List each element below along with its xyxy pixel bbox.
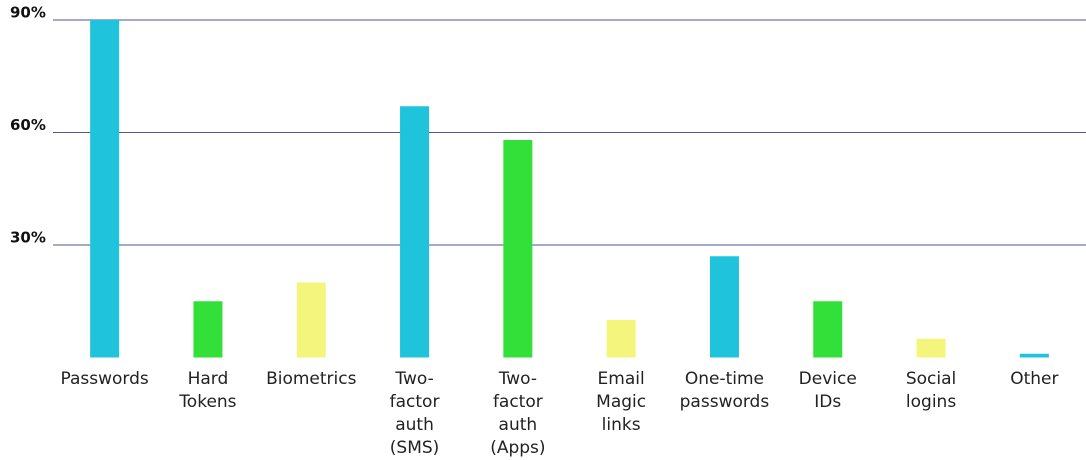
y-tick-label: 30%: [10, 229, 46, 247]
bar: [90, 20, 120, 358]
bar: [709, 256, 739, 358]
y-tick-label: 60%: [10, 116, 46, 134]
x-tick-label: Passwords: [60, 369, 149, 389]
x-tick-label: Social logins: [905, 369, 957, 412]
y-tick-label: 90%: [10, 4, 46, 22]
bar: [296, 282, 326, 358]
bar: [916, 338, 946, 358]
x-tick-label: Device IDs: [798, 369, 857, 412]
bar: [400, 106, 430, 358]
bar: [1019, 353, 1049, 358]
bar: [813, 301, 843, 358]
x-tick-label: Biometrics: [266, 369, 357, 389]
x-tick-label: Two-factor auth (Apps): [490, 369, 546, 458]
x-tick-label: One-time passwords: [679, 369, 770, 412]
bar: [503, 140, 533, 358]
bar: [606, 320, 636, 358]
x-tick-label: Hard Tokens: [179, 369, 237, 412]
x-tick-label: Email Magic links: [596, 369, 647, 435]
bar: [193, 301, 223, 358]
x-tick-label: Two-factor auth (SMS): [389, 369, 440, 458]
x-tick-label: Other: [1010, 369, 1059, 389]
